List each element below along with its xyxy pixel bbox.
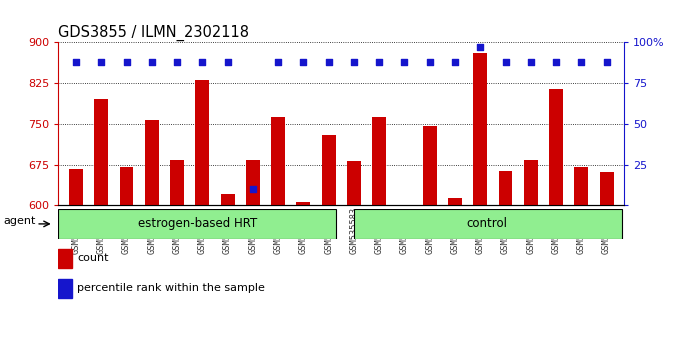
Text: percentile rank within the sample: percentile rank within the sample [77, 283, 265, 293]
Bar [524, 160, 538, 205]
Bar [296, 201, 310, 205]
Bar [423, 126, 437, 205]
Bar [322, 135, 335, 205]
Point [500, 59, 511, 65]
Bar [574, 167, 589, 205]
Point [348, 59, 359, 65]
Bar [196, 80, 209, 205]
Bar [499, 171, 512, 205]
Point [96, 59, 107, 65]
Point [121, 59, 132, 65]
Bar [347, 161, 361, 205]
Point [323, 59, 334, 65]
Point [71, 59, 82, 65]
Point [475, 45, 486, 50]
Bar [600, 172, 613, 205]
Point [551, 59, 562, 65]
Bar [58, 249, 72, 268]
Point [197, 59, 208, 65]
Bar [119, 167, 134, 205]
Bar [69, 169, 83, 205]
Bar [246, 160, 260, 205]
Point [449, 59, 460, 65]
Bar [372, 118, 386, 205]
Point [399, 59, 410, 65]
Point [374, 59, 385, 65]
Point [298, 59, 309, 65]
Point [272, 59, 283, 65]
FancyBboxPatch shape [354, 209, 622, 239]
Point [525, 59, 536, 65]
Point [146, 59, 157, 65]
Point [424, 59, 435, 65]
Point [222, 59, 233, 65]
Text: count: count [77, 253, 108, 263]
Bar [170, 160, 184, 205]
Point [172, 59, 182, 65]
Bar [145, 120, 158, 205]
Bar [94, 99, 108, 205]
Bar [221, 194, 235, 205]
Text: control: control [466, 217, 507, 230]
FancyBboxPatch shape [58, 209, 336, 239]
Bar [448, 198, 462, 205]
Text: agent: agent [3, 216, 35, 226]
Text: GDS3855 / ILMN_2302118: GDS3855 / ILMN_2302118 [58, 25, 249, 41]
Point [601, 59, 612, 65]
Bar [58, 279, 72, 298]
Bar [473, 53, 487, 205]
Point [248, 186, 259, 192]
Bar [549, 88, 563, 205]
Point [576, 59, 587, 65]
Text: estrogen-based HRT: estrogen-based HRT [138, 217, 257, 230]
Bar [271, 118, 285, 205]
